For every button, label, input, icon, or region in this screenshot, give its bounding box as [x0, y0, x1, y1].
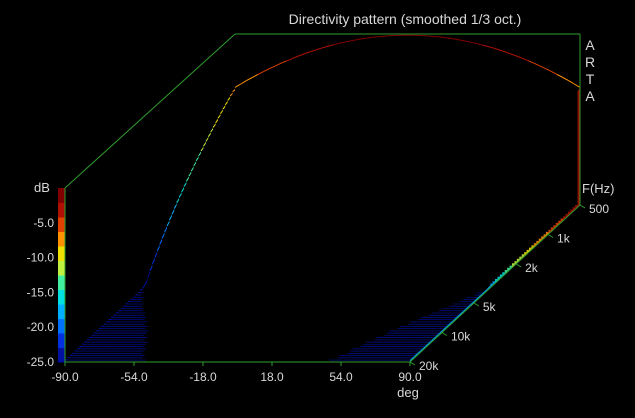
- tick-marks: [64, 204, 586, 366]
- z-tick-label: 20k: [419, 359, 439, 373]
- y-tick-label: -10.0: [27, 251, 55, 265]
- z-tick-label: 1k: [557, 232, 571, 246]
- brand-letter: A: [585, 37, 595, 53]
- waterfall-surface: [65, 34, 581, 362]
- x-axis-label: deg: [397, 385, 419, 400]
- x-tick-label: -18.0: [189, 370, 217, 384]
- colorbar-segment: [58, 202, 65, 218]
- colorbar-segment: [58, 260, 65, 276]
- y-tick-labels: -5.0 -10.0 -15.0 -20.0 -25.0: [27, 216, 55, 369]
- colorbar-segment: [58, 333, 65, 348]
- z-tick-label: 2k: [525, 261, 539, 275]
- x-tick-label: -54.0: [120, 370, 148, 384]
- z-tick-labels: 500 1k 2k 5k 10k 20k: [419, 202, 609, 373]
- colorbar-segment: [58, 347, 65, 363]
- colorbar-segment: [58, 217, 65, 232]
- z-tick-label: 10k: [451, 329, 471, 343]
- y-tick-label: -5.0: [33, 216, 54, 230]
- y-tick-label: -20.0: [27, 320, 55, 334]
- brand-letter: R: [585, 54, 595, 70]
- colorbar-segment: [58, 304, 65, 319]
- x-tick-labels: -90.0 -54.0 -18.0 18.0 54.0 90.0: [51, 370, 422, 384]
- y-tick-label: -25.0: [27, 355, 55, 369]
- x-tick-label: 54.0: [329, 370, 353, 384]
- frequency-slice: [234, 34, 581, 208]
- z-tick-label: 5k: [483, 300, 497, 314]
- colorbar-segment: [58, 188, 65, 203]
- brand-letter: T: [586, 71, 595, 87]
- x-tick-label: 18.0: [260, 370, 284, 384]
- colorbar-segment: [58, 231, 65, 247]
- y-tick-label: -15.0: [27, 285, 55, 299]
- chart-title: Directivity pattern (smoothed 1/3 oct.): [289, 11, 522, 27]
- x-tick-label: 90.0: [398, 370, 422, 384]
- colorbar-segment: [58, 246, 65, 261]
- colorbar-segment: [58, 289, 65, 305]
- z-axis-label: F(Hz): [582, 181, 615, 196]
- y-axis-label: dB: [34, 180, 50, 195]
- x-tick-label: -90.0: [51, 370, 79, 384]
- colorbar: [58, 188, 65, 363]
- colorbar-segment: [58, 275, 65, 290]
- axes-frame: [64, 33, 581, 363]
- brand-letter: A: [585, 88, 595, 104]
- z-tick-label: 500: [589, 202, 609, 216]
- colorbar-segment: [58, 318, 65, 334]
